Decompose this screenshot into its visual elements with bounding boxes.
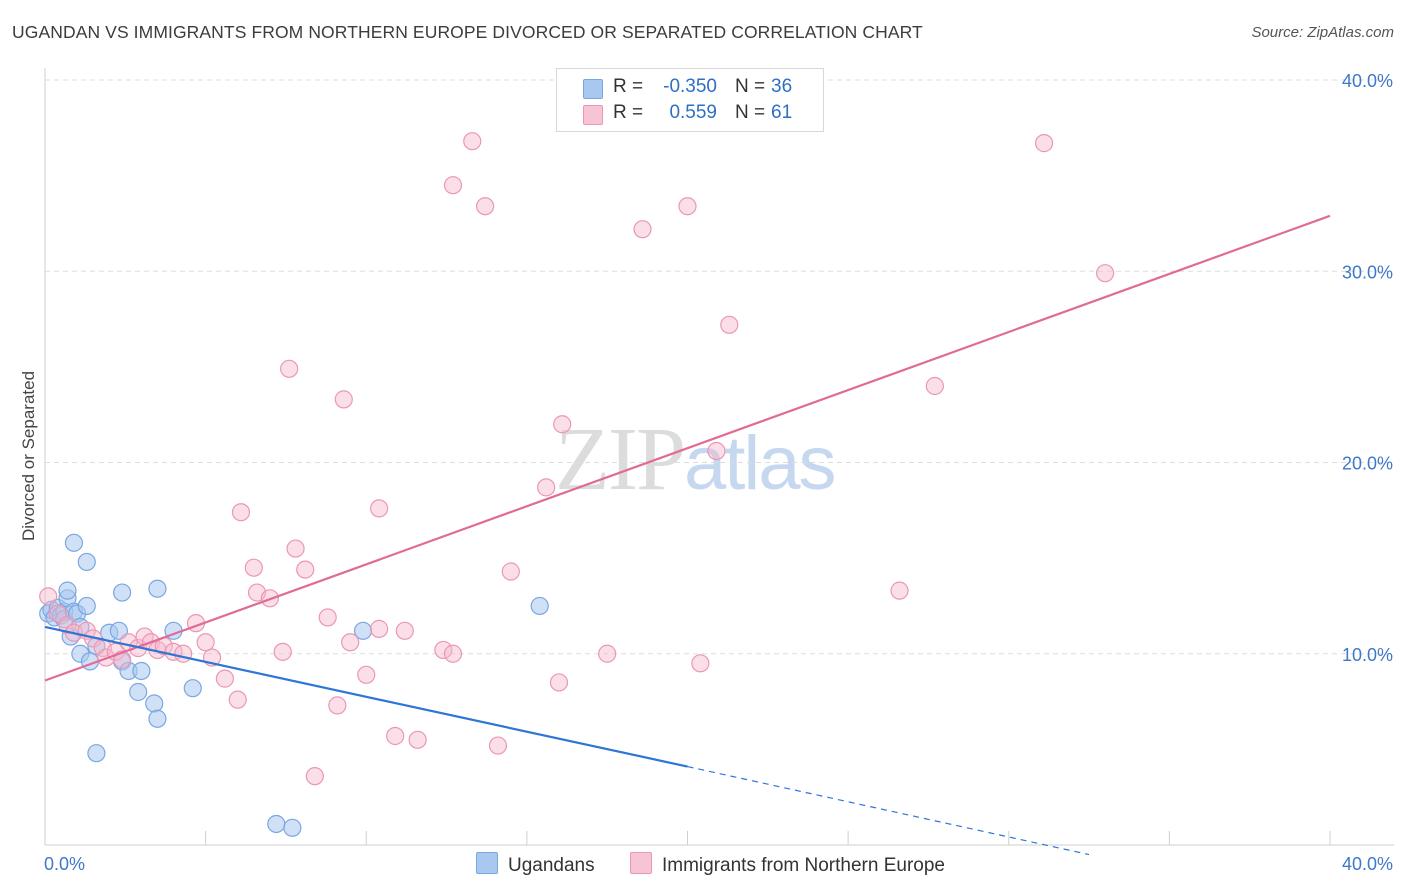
northern-europe-point	[280, 359, 299, 378]
northern-europe-trend-line	[44, 214, 1331, 682]
northern-europe-point	[434, 640, 453, 660]
northern-europe-point	[395, 621, 414, 640]
r-label: R =	[613, 102, 644, 123]
ugandan-point	[77, 596, 96, 616]
x-tick-label: 40.0%	[1342, 854, 1393, 874]
legend-swatch-blue	[476, 852, 498, 874]
northern-europe-point	[890, 581, 909, 600]
y-tick-label: 30.0%	[1342, 262, 1393, 282]
data-points	[39, 132, 1115, 837]
northern-europe-point	[341, 633, 360, 652]
northern-europe-point	[296, 560, 315, 579]
y-tick-label: 20.0%	[1342, 454, 1393, 474]
ugandan-point	[148, 709, 167, 728]
northern-europe-point	[463, 132, 482, 151]
northern-europe-point	[286, 539, 305, 558]
northern-europe-point	[1096, 264, 1115, 283]
n-value: 36	[771, 76, 793, 97]
ugandan-point	[145, 694, 164, 713]
legend-row-ugandans: R = -0.350 N = 36	[557, 75, 823, 101]
northern-europe-point	[537, 478, 556, 497]
source-label: Source: ZipAtlas.com	[1251, 24, 1394, 41]
northern-europe-point	[408, 730, 427, 749]
n-value: 61	[771, 102, 793, 123]
northern-europe-point	[443, 644, 463, 663]
northern-europe-point	[328, 696, 347, 715]
legend-label: Immigrants from Northern Europe	[662, 855, 945, 876]
ugandan-trend-line	[44, 625, 688, 768]
northern-europe-point	[549, 673, 569, 692]
northern-europe-point	[196, 633, 215, 652]
x-tick-label: 0.0%	[44, 854, 85, 874]
ugandan-point	[353, 621, 373, 640]
northern-europe-point	[691, 654, 710, 673]
northern-europe-point	[707, 441, 726, 461]
northern-europe-point	[334, 390, 353, 409]
ugandan-point	[129, 682, 148, 702]
r-label: R =	[613, 76, 644, 97]
chart-title: UGANDAN VS IMMIGRANTS FROM NORTHERN EURO…	[12, 22, 923, 42]
northern-europe-point	[174, 644, 193, 663]
r-value: 0.559	[669, 102, 717, 123]
ugandan-point	[112, 583, 132, 602]
northern-europe-point	[1034, 134, 1054, 153]
northern-europe-point	[357, 665, 376, 684]
y-axis-title: Divorced or Separated	[19, 371, 38, 541]
n-label: N =	[735, 102, 766, 123]
northern-europe-point	[386, 726, 405, 746]
y-tick-label: 10.0%	[1342, 645, 1393, 665]
legend-item-ugandans: Ugandans	[476, 852, 595, 877]
watermark-zip: ZIP	[555, 410, 686, 509]
axes	[44, 68, 1394, 846]
northern-europe-point	[443, 176, 463, 195]
northern-europe-point	[925, 376, 944, 396]
legend-swatch-pink	[583, 105, 603, 125]
northern-europe-point	[476, 197, 495, 216]
northern-europe-point	[318, 608, 337, 627]
correlation-legend: R = -0.350 N = 36 R = 0.559 N = 61	[556, 68, 824, 132]
northern-europe-point	[215, 669, 234, 688]
northern-europe-point	[370, 499, 389, 518]
legend-label: Ugandans	[508, 855, 595, 876]
ugandan-point	[530, 596, 549, 616]
ugandan-point	[87, 744, 106, 763]
ugandan-point	[77, 552, 96, 572]
northern-europe-point	[273, 642, 292, 661]
r-value: -0.350	[663, 76, 717, 97]
trend-lines	[44, 214, 1331, 856]
northern-europe-point	[501, 562, 520, 581]
northern-europe-point	[228, 690, 247, 709]
legend-row-northern-europe: R = 0.559 N = 61	[557, 101, 823, 127]
northern-europe-point	[633, 220, 652, 239]
northern-europe-point	[39, 587, 58, 606]
ugandan-point	[267, 814, 286, 834]
northern-europe-point	[678, 197, 697, 216]
northern-europe-point	[553, 415, 572, 434]
ugandan-point	[283, 818, 302, 837]
ugandan-point	[183, 679, 202, 698]
northern-europe-point	[720, 315, 739, 334]
series-legend: Ugandans Immigrants from Northern Europe	[0, 852, 1406, 878]
n-label: N =	[735, 76, 766, 97]
legend-item-northern-europe: Immigrants from Northern Europe	[630, 852, 945, 877]
legend-swatch-blue	[583, 79, 603, 99]
ugandan-point	[132, 661, 151, 681]
northern-europe-point	[231, 503, 251, 522]
y-tick-label: 40.0%	[1342, 71, 1393, 91]
ugandan-point	[148, 579, 167, 598]
tick-labels: 10.0% 20.0% 30.0% 40.0% 0.0% 40.0% Divorced or…	[19, 71, 1393, 874]
legend-swatch-pink	[630, 852, 652, 874]
watermark-atlas: atlas	[684, 421, 837, 506]
northern-europe-point	[488, 736, 508, 755]
ugandan-trend-extension	[687, 766, 1090, 856]
northern-europe-point	[598, 644, 617, 663]
ugandan-point	[64, 533, 84, 552]
watermark: ZIPatlas	[555, 408, 837, 511]
northern-europe-point	[370, 619, 389, 638]
northern-europe-point	[244, 558, 263, 577]
ugandan-point	[58, 581, 77, 600]
northern-europe-point	[305, 767, 324, 786]
